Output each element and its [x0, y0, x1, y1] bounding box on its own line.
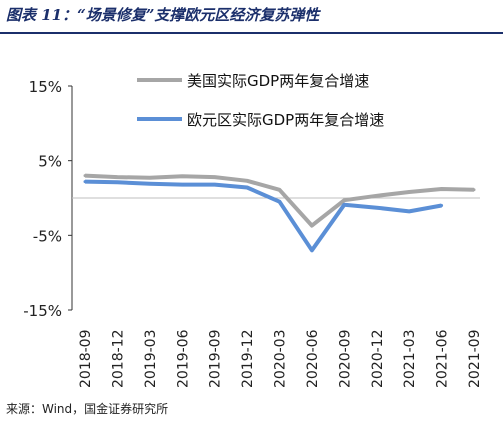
- legend-label: 美国实际GDP两年复合增速: [187, 72, 369, 90]
- data-point: [375, 206, 379, 210]
- x-tick-label: 2018-09: [78, 330, 94, 389]
- figure-title: 图表 11：“场景修复”支撑欧元区经济复苏弹性: [6, 6, 320, 24]
- data-point: [148, 176, 152, 180]
- x-tick-label: 2019-03: [143, 330, 159, 389]
- x-tick-label: 2020-03: [273, 330, 289, 389]
- data-point: [213, 175, 217, 179]
- source-note: 来源：Wind，国金证券研究所: [6, 402, 169, 416]
- data-point: [375, 194, 379, 198]
- data-point: [278, 200, 281, 204]
- data-point: [83, 180, 87, 184]
- data-point: [472, 188, 476, 192]
- x-tick-label: 2021-06: [435, 329, 451, 388]
- data-point: [148, 182, 152, 186]
- title-rule: [0, 32, 503, 34]
- x-tick-label: 2021-09: [467, 330, 483, 389]
- x-tick-label: 2021-03: [402, 330, 418, 389]
- data-point: [115, 180, 119, 184]
- y-tick-label: -15%: [23, 302, 62, 320]
- x-tick-label: 2019-12: [240, 330, 256, 389]
- data-point: [278, 188, 281, 192]
- data-point: [83, 174, 87, 178]
- data-point: [440, 203, 444, 207]
- data-point: [440, 187, 444, 191]
- data-point: [342, 198, 346, 202]
- y-tick-label: 15%: [29, 78, 62, 96]
- x-tick-label: 2019-06: [175, 329, 191, 388]
- data-point: [245, 179, 249, 183]
- data-point: [115, 175, 119, 179]
- data-point: [407, 190, 411, 194]
- data-point: [407, 209, 411, 213]
- y-tick-label: 5%: [38, 153, 62, 171]
- data-point: [180, 183, 184, 187]
- data-point: [342, 203, 346, 207]
- x-tick-label: 2020-06: [305, 329, 321, 388]
- x-tick-label: 2020-12: [370, 330, 386, 389]
- data-point: [310, 224, 314, 228]
- data-point: [213, 183, 217, 187]
- data-point: [180, 174, 184, 178]
- x-tick-label: 2019-09: [208, 330, 224, 389]
- legend-label: 欧元区实际GDP两年复合增速: [187, 111, 384, 129]
- series-layer: [83, 173, 476, 253]
- data-point: [310, 248, 314, 252]
- series-line-2: [84, 179, 442, 253]
- axis-layer: 15% 5% -5% -15% 2018-09 2018-12 2019-03 2019-06…: [23, 78, 483, 388]
- y-tick-label: -5%: [33, 227, 62, 245]
- data-point: [245, 186, 249, 190]
- x-tick-label: 2018-12: [110, 330, 126, 389]
- x-tick-label: 2020-09: [337, 330, 353, 389]
